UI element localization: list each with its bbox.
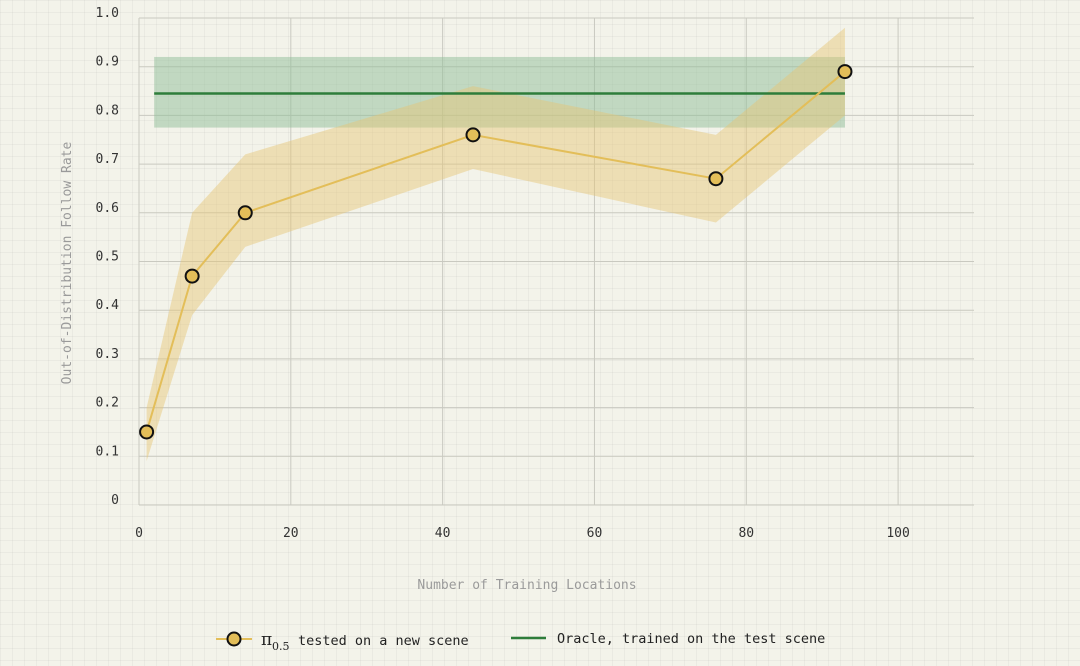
- y-tick-label: 0.5: [96, 250, 119, 265]
- data-point: [465, 127, 481, 143]
- y-tick-label: 0.7: [96, 152, 119, 167]
- legend-label-oracle: Oracle, trained on the test scene: [557, 631, 825, 647]
- x-tick-label: 20: [283, 526, 299, 541]
- y-tick-label: 0.9: [96, 55, 119, 70]
- data-points: [139, 64, 853, 440]
- pi-confidence-band: [146, 27, 845, 462]
- y-tick-label: 0.6: [96, 201, 119, 216]
- y-tick-label: 0.8: [96, 103, 119, 118]
- data-point: [237, 205, 253, 221]
- y-tick-label: 1.0: [96, 6, 119, 21]
- legend-swatch-marker: [226, 631, 242, 647]
- legend-item-pi-series: π 0.5 tested on a new scene: [216, 630, 469, 653]
- x-tick-label: 100: [886, 526, 909, 541]
- x-axis-title: Number of Training Locations: [417, 578, 636, 593]
- legend: π 0.5 tested on a new scene Oracle, trai…: [216, 630, 825, 653]
- y-tick-label: 0.1: [96, 444, 119, 459]
- x-tick-label: 40: [435, 526, 451, 541]
- legend-pi-subscript: 0.5: [272, 640, 290, 653]
- y-tick-label: 0: [111, 493, 119, 508]
- x-tick-label: 80: [738, 526, 754, 541]
- data-point: [139, 424, 155, 440]
- tick-labels: 0 0.1 0.2 0.3 0.4 0.5 0.6 0.7 0.8 0.9 1.0 0 20 40 60 80…: [96, 6, 910, 541]
- grid: [138, 17, 974, 506]
- data-point: [184, 268, 200, 284]
- legend-label-pi-series: tested on a new scene: [298, 633, 469, 649]
- y-tick-label: 0.4: [96, 298, 120, 313]
- legend-pi-symbol: π: [261, 630, 272, 650]
- data-point: [708, 171, 724, 187]
- pi-series-line: [145, 70, 846, 433]
- y-axis-title: Out-of-Distribution Follow Rate: [60, 142, 75, 385]
- x-tick-label: 60: [587, 526, 603, 541]
- y-tick-label: 0.3: [96, 347, 119, 362]
- data-point: [837, 64, 853, 80]
- series-lines: [145, 70, 846, 433]
- legend-item-oracle: Oracle, trained on the test scene: [511, 631, 825, 647]
- x-tick-label: 0: [135, 526, 143, 541]
- y-tick-label: 0.2: [96, 396, 119, 411]
